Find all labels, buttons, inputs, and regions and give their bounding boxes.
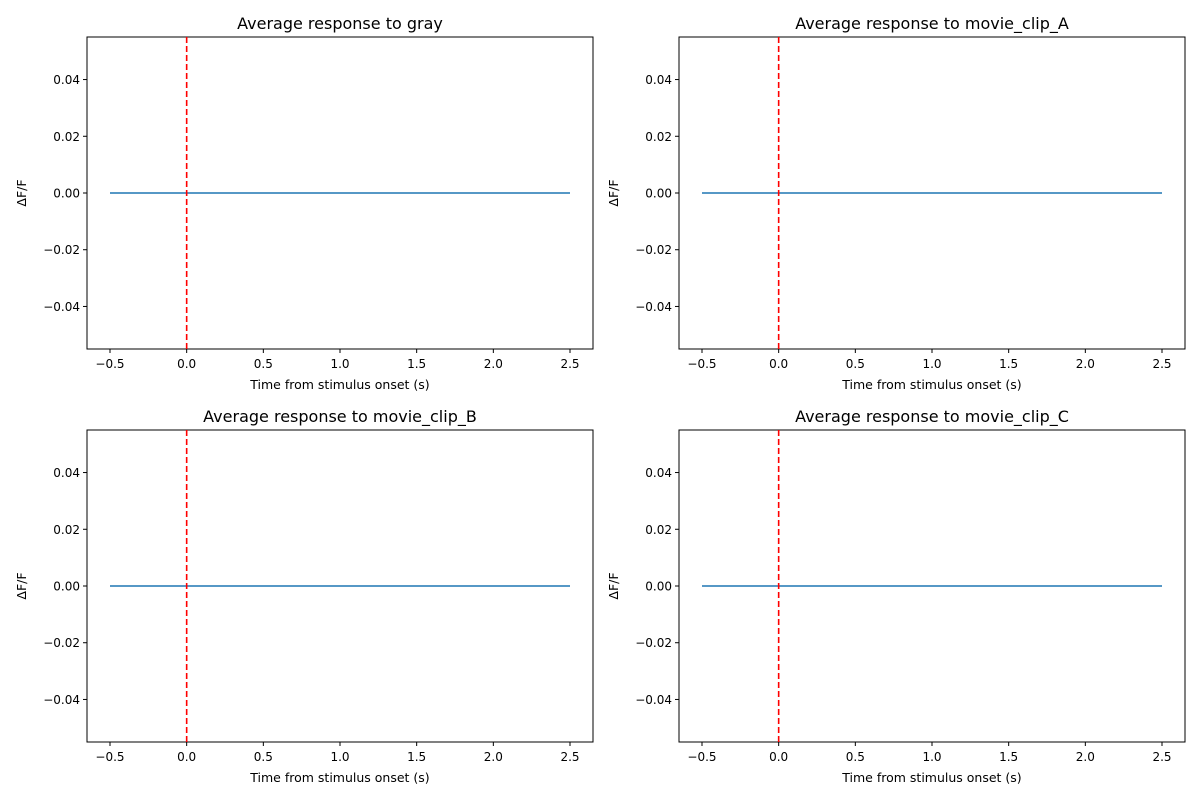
x-tick-label: 0.5 [846, 750, 865, 764]
y-axis: −0.04 −0.02 0.00 0.02 0.04 [43, 466, 87, 707]
y-axis: −0.04 −0.02 0.00 0.02 0.04 [43, 73, 87, 314]
x-axis-label: Time from stimulus onset (s) [841, 377, 1021, 392]
x-tick-label: 1.0 [922, 750, 941, 764]
x-tick-label: 2.5 [1152, 750, 1171, 764]
x-axis: −0.5 0.0 0.5 1.0 1.5 2.0 2.5 [95, 349, 580, 371]
y-axis: −0.04 −0.02 0.00 0.02 0.04 [635, 73, 679, 314]
x-tick-label: 1.5 [407, 750, 426, 764]
subplot-4: Average response to movie_clip_C−0.5 0.0 0… [606, 407, 1186, 785]
x-tick-label: 0.0 [177, 750, 196, 764]
y-tick-label: 0.02 [645, 523, 672, 537]
x-tick-label: 2.5 [560, 357, 579, 371]
x-tick-label: −0.5 [687, 357, 716, 371]
y-tick-label: 0.00 [53, 580, 80, 594]
x-axis: −0.5 0.0 0.5 1.0 1.5 2.0 2.5 [687, 742, 1172, 764]
y-tick-label: 0.00 [645, 580, 672, 594]
x-tick-label: 0.5 [254, 750, 273, 764]
x-tick-label: 0.0 [769, 357, 788, 371]
x-tick-label: 2.0 [1076, 750, 1095, 764]
subplot-1: Average response to gray −0.5 0.0 0.5 1.0 1.5… [14, 14, 594, 392]
x-tick-label: 1.0 [922, 357, 941, 371]
y-axis-label: ΔF/F [606, 179, 621, 206]
y-axis: −0.04 −0.02 0.00 0.02 0.04 [635, 466, 679, 707]
y-tick-label: 0.00 [53, 187, 80, 201]
x-axis: −0.5 0.0 0.5 1.0 1.5 2.0 2.5 [95, 742, 580, 764]
y-tick-label: 0.00 [645, 187, 672, 201]
x-tick-label: 1.5 [407, 357, 426, 371]
y-tick-label: 0.02 [53, 130, 80, 144]
x-tick-label: 0.0 [769, 750, 788, 764]
x-tick-label: 2.5 [1152, 357, 1171, 371]
y-tick-label: 0.02 [645, 130, 672, 144]
y-tick-label: −0.02 [43, 636, 80, 650]
y-tick-label: −0.02 [635, 243, 672, 257]
subplot-title: Average response to movie_clip_B [203, 407, 477, 427]
y-tick-label: −0.04 [43, 693, 80, 707]
y-tick-label: 0.04 [53, 73, 80, 87]
x-tick-label: 1.0 [330, 357, 349, 371]
x-tick-label: −0.5 [687, 750, 716, 764]
y-tick-label: −0.04 [43, 300, 80, 314]
y-tick-label: −0.04 [635, 300, 672, 314]
y-axis-label: ΔF/F [14, 572, 29, 599]
y-tick-label: 0.04 [53, 466, 80, 480]
x-tick-label: 2.0 [484, 750, 503, 764]
subplot-title: Average response to movie_clip_C [795, 407, 1069, 427]
x-tick-label: 2.0 [484, 357, 503, 371]
subplot-title: Average response to movie_clip_A [795, 14, 1069, 34]
y-axis-label: ΔF/F [606, 572, 621, 599]
x-tick-label: 0.0 [177, 357, 196, 371]
x-axis-label: Time from stimulus onset (s) [249, 770, 429, 785]
x-tick-label: 0.5 [846, 357, 865, 371]
y-tick-label: 0.02 [53, 523, 80, 537]
x-axis-label: Time from stimulus onset (s) [249, 377, 429, 392]
x-tick-label: 0.5 [254, 357, 273, 371]
y-axis-label: ΔF/F [14, 179, 29, 206]
y-tick-label: 0.04 [645, 466, 672, 480]
y-tick-label: −0.04 [635, 693, 672, 707]
subplot-3: Average response to movie_clip_B−0.5 0.0 0… [14, 407, 594, 785]
x-tick-label: 1.0 [330, 750, 349, 764]
x-tick-label: −0.5 [95, 357, 124, 371]
y-tick-label: −0.02 [43, 243, 80, 257]
y-tick-label: 0.04 [645, 73, 672, 87]
x-tick-label: −0.5 [95, 750, 124, 764]
x-tick-label: 1.5 [999, 357, 1018, 371]
x-axis: −0.5 0.0 0.5 1.0 1.5 2.0 2.5 [687, 349, 1172, 371]
subplot-2: Average response to movie_clip_A−0.5 0.0 0… [606, 14, 1186, 392]
subplot-title: Average response to gray [237, 14, 443, 33]
x-tick-label: 1.5 [999, 750, 1018, 764]
x-tick-label: 2.5 [560, 750, 579, 764]
y-tick-label: −0.02 [635, 636, 672, 650]
x-axis-label: Time from stimulus onset (s) [841, 770, 1021, 785]
x-tick-label: 2.0 [1076, 357, 1095, 371]
